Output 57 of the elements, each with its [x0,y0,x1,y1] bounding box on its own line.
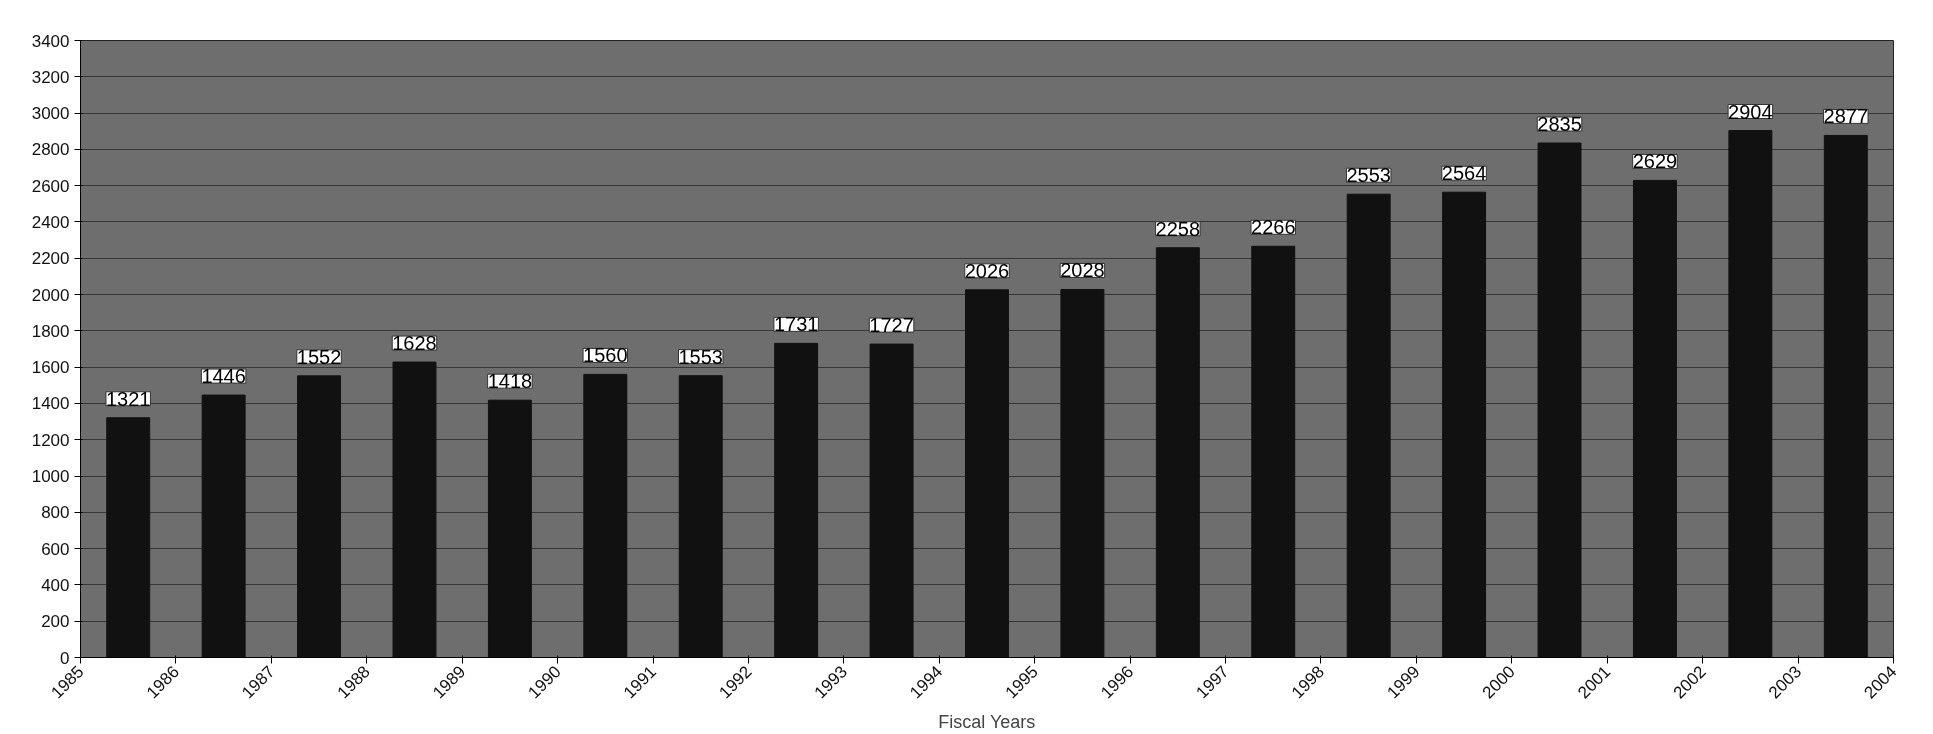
y-tick-label: 2800 [31,140,70,160]
data-label: 2564 [1441,162,1487,185]
bar [965,289,1009,658]
bar [1537,142,1582,658]
y-tick-label: 0 [60,648,70,668]
y-tick-label: 400 [41,575,70,595]
bar [583,373,628,658]
data-label: 1727 [869,314,914,337]
y-tick-label: 1200 [31,430,70,450]
y-tick-label: 3000 [31,104,70,124]
data-label: 2028 [1060,259,1105,282]
bar [1155,247,1200,658]
bar [297,375,342,658]
data-label: 1731 [773,313,819,336]
bar [106,417,151,658]
data-label: 1418 [487,370,533,393]
y-tick-label: 1600 [31,358,70,378]
y-tick-label: 1000 [31,467,70,487]
data-label: 2266 [1251,216,1296,239]
data-label: 2835 [1537,113,1582,136]
bar [1442,191,1487,658]
y-tick-label: 1400 [31,394,70,414]
y-tick-label: 600 [41,539,70,559]
data-label: 2553 [1346,164,1391,187]
data-label: 2904 [1728,100,1773,123]
data-label: 1552 [296,345,342,368]
data-label: 1553 [678,345,723,368]
bar [1823,134,1868,658]
bar [487,399,532,658]
x-axis-title: Fiscal Years [938,711,1036,732]
y-tick-label: 3200 [31,67,70,87]
bar [1346,193,1391,658]
data-label: 1560 [583,344,628,367]
data-label: 1446 [201,365,246,388]
y-tick-label: 2200 [31,249,70,269]
y-tick-label: 3400 [31,31,70,51]
data-label: 2629 [1632,150,1678,173]
data-label: 1321 [105,387,151,410]
data-label: 2877 [1823,105,1869,128]
bar [201,394,246,658]
bar [1251,245,1296,658]
data-label: 2258 [1155,217,1201,240]
y-tick-label: 200 [41,612,70,632]
y-tick-label: 800 [41,503,70,523]
bar [869,343,914,658]
data-label: 1628 [392,332,437,355]
bar [392,361,437,658]
y-tick-label: 1800 [31,321,70,341]
y-tick-label: 2000 [31,285,70,305]
bar [678,375,723,658]
data-label: 2026 [964,259,1010,282]
bar [1632,179,1677,658]
bar [1060,288,1105,658]
y-tick-label: 2600 [31,176,70,196]
bar [774,342,819,658]
bar [1728,130,1773,658]
y-tick-label: 2400 [31,212,70,232]
